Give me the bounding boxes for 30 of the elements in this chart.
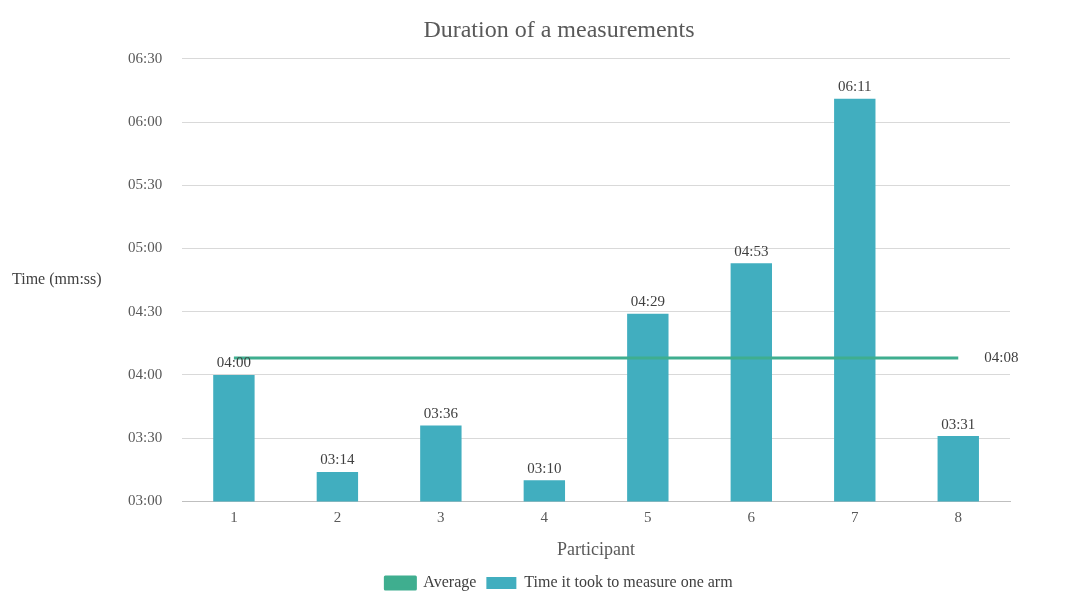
y-tick-label: 06:00: [128, 112, 163, 129]
data-label: 04:29: [630, 293, 665, 310]
data-label: 03:14: [320, 451, 355, 468]
y-tick-label: 04:00: [128, 365, 163, 382]
x-tick-label: 6: [747, 509, 756, 526]
data-label: 03:10: [527, 459, 562, 476]
data-label: 03:36: [423, 404, 459, 421]
y-axis-title: Time (mm:ss): [12, 270, 102, 289]
y-tick-label: 05:30: [128, 176, 163, 193]
chart-title: Duration of a measurements: [423, 15, 695, 42]
x-axis-title: Participant: [557, 538, 636, 559]
x-tick-label: 8: [954, 509, 963, 526]
y-tick-label: 03:00: [128, 492, 163, 509]
x-tick-label: 3: [437, 509, 445, 526]
legend-label: Time it took to measure one arm: [524, 573, 734, 591]
data-label: 04:08: [984, 349, 1019, 366]
x-tick-label: 2: [333, 509, 342, 526]
legend-label: Average: [423, 573, 477, 592]
data-label: 04:00: [216, 354, 251, 371]
data-label: 04:53: [734, 242, 769, 259]
x-tick-label: 7: [851, 509, 860, 526]
y-tick-label: 04:30: [128, 302, 163, 319]
x-tick-label: 4: [540, 509, 549, 526]
y-tick-label: 05:00: [128, 239, 163, 256]
y-tick-label: 06:30: [128, 49, 163, 66]
y-tick-label: 03:30: [128, 429, 163, 446]
data-label: 06:11: [837, 78, 872, 95]
data-label: 03:31: [941, 415, 976, 432]
x-tick-label: 5: [644, 509, 652, 526]
x-tick-label: 1: [230, 509, 238, 526]
